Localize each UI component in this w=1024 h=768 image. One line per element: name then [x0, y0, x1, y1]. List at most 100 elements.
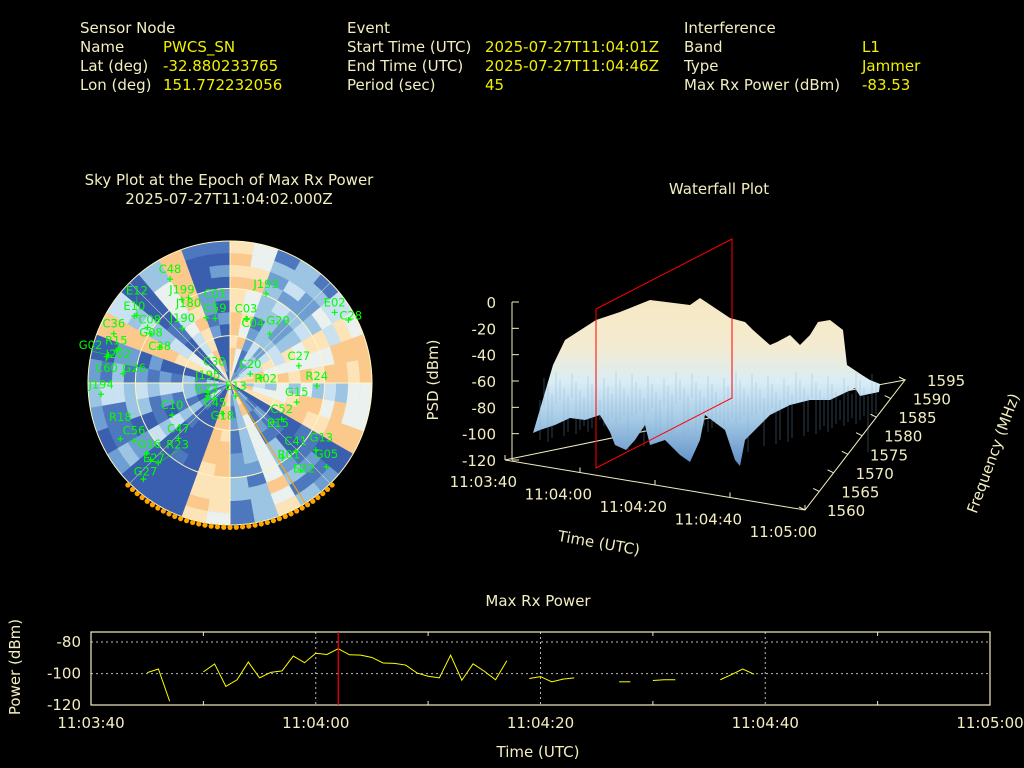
jammer-point: [310, 498, 316, 504]
label-leader-line: [208, 395, 216, 397]
satellite-label: C60: [95, 361, 118, 375]
name-label: Name: [80, 38, 125, 56]
band-label: Band: [684, 38, 723, 56]
lon-label: Lon (deg): [80, 76, 152, 94]
satellite-label: J180: [175, 296, 201, 310]
epoch-marker-plane: [595, 238, 733, 469]
time-tick-label: 11:05:00: [750, 523, 817, 541]
freq-tick-label: 1570: [856, 465, 894, 483]
jammer-point: [282, 513, 288, 519]
satellite-marker: [232, 392, 239, 399]
lon-value: 151.772232056: [163, 76, 283, 94]
satellite-marker: [140, 476, 147, 483]
start-label: Start Time (UTC): [347, 38, 472, 56]
satellite-label: G23: [195, 382, 219, 396]
satellite-marker: [323, 463, 330, 470]
interference-title: Interference: [684, 19, 776, 37]
satellite-label: G15: [285, 385, 309, 399]
x-tick-label: 11:05:00: [956, 714, 1023, 732]
jammer-point: [264, 519, 270, 526]
x-tick-label: 11:04:40: [732, 714, 799, 732]
satellite-marker: [258, 374, 265, 381]
y-tick-label: -120: [47, 696, 81, 714]
jammer-point: [299, 505, 305, 511]
satellite-label: G29: [266, 314, 290, 328]
lat-value: -32.880233765: [163, 57, 279, 75]
freq-tick-label: 1585: [898, 409, 936, 427]
x-axis-label: Time (UTC): [496, 743, 580, 761]
satellite-label: C48: [159, 262, 182, 276]
satellite-label: E10: [123, 299, 145, 313]
satellite-label: C28: [339, 309, 362, 323]
jammer-point: [320, 490, 326, 497]
y-tick-label: -80: [57, 633, 82, 651]
band-value: L1: [862, 38, 880, 56]
freq-tick: [798, 506, 806, 511]
z-tick-label: -60: [472, 373, 497, 391]
satellite-marker: [247, 371, 254, 378]
jammer-point: [160, 508, 166, 514]
jammer-point: [227, 524, 233, 530]
power-series-segment: [652, 679, 676, 682]
jammer-point: [155, 505, 161, 511]
x-tick-label: 11:04:20: [507, 714, 574, 732]
z-tick-label: -80: [472, 399, 497, 417]
satellite-label: C08: [138, 313, 161, 327]
skyplot-subtitle: 2025-07-27T11:04:02.000Z: [125, 190, 333, 208]
jammer-point: [144, 498, 150, 504]
satellite-label: J190: [169, 311, 195, 325]
jammer-point: [172, 513, 178, 519]
z-tick-label: -100: [462, 426, 496, 444]
satellite-marker: [120, 370, 127, 377]
freq-tick: [855, 432, 863, 437]
plot-frame: [90, 631, 991, 706]
satellite-marker: [179, 325, 186, 332]
end-label: End Time (UTC): [347, 57, 464, 75]
satellite-marker: [270, 419, 277, 426]
satellite-marker: [143, 449, 150, 456]
satellite-marker: [98, 391, 105, 398]
label-leaders: [90, 296, 253, 463]
satellite-marker: [295, 362, 302, 369]
time-tick-label: 11:04:20: [600, 498, 667, 516]
y-axis-label: Power (dBm): [6, 619, 24, 715]
satellite-label: E22: [293, 461, 315, 475]
start-value: 2025-07-27T11:04:01Z: [485, 38, 659, 56]
satellite-marker: [175, 435, 182, 442]
jammer-point: [276, 516, 282, 522]
power-series-segment: [203, 648, 508, 688]
time-tick-label: 11:03:40: [450, 473, 517, 491]
jammer-point: [125, 482, 131, 488]
freq-tick: [841, 450, 849, 455]
satellite-marker: [169, 412, 176, 419]
jammer-point: [233, 524, 239, 530]
satellite-label: C27: [288, 349, 311, 363]
satellite-label: G13: [310, 431, 334, 445]
satellite-label: J202: [105, 347, 131, 361]
satellite-marker: [117, 435, 124, 442]
satellite-marker: [345, 317, 352, 324]
satellite-label: C04: [242, 316, 265, 330]
jammer-point: [166, 511, 172, 517]
satellite-label: C52: [270, 402, 293, 416]
satellite-marker: [130, 437, 137, 444]
satellite-marker: [203, 395, 210, 402]
satellite-label: C01: [204, 286, 227, 300]
satellite-marker: [219, 410, 226, 417]
satellite-label: C30: [203, 355, 226, 369]
jammer-point: [221, 524, 227, 530]
jammer-point: [202, 522, 208, 528]
satellite-label: R02: [254, 372, 277, 386]
jammer-point: [208, 523, 214, 529]
z-tick-label: -40: [472, 347, 497, 365]
satellite-label: C03: [235, 302, 258, 316]
z-axis-label: PSD (dBm): [424, 339, 442, 420]
jammer-point: [196, 521, 202, 527]
jammer-point: [183, 518, 190, 524]
jammer-point: [304, 502, 311, 508]
freq-tick-label: 1590: [913, 391, 951, 409]
jammer-point: [239, 524, 246, 530]
satellite-label: E15: [267, 416, 289, 430]
